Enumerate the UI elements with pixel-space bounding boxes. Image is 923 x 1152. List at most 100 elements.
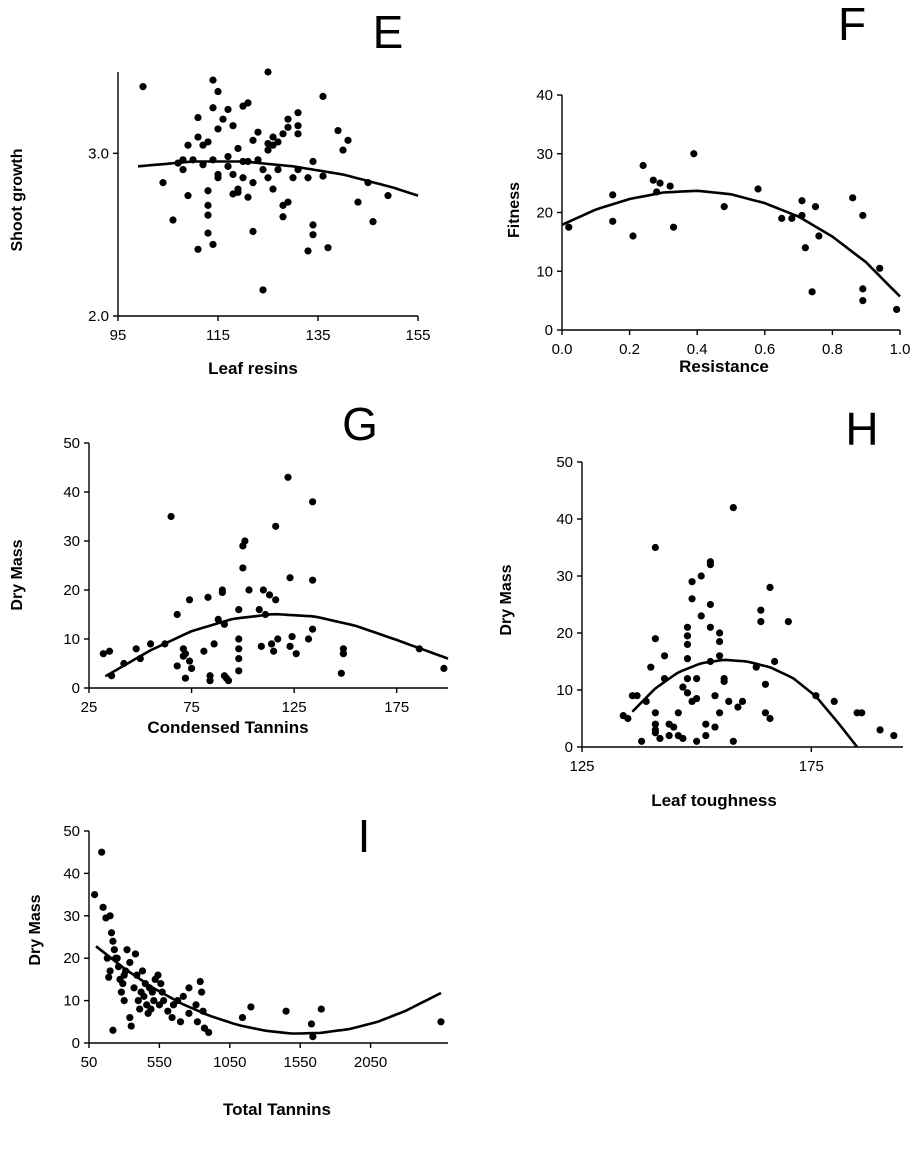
data-point	[205, 1028, 213, 1036]
x-tick-label: 115	[206, 327, 230, 344]
data-point	[656, 179, 664, 187]
data-point	[344, 136, 352, 144]
x-tick-label: 125	[282, 699, 307, 716]
y-tick-label: 10	[63, 631, 80, 648]
data-point	[117, 988, 125, 996]
data-point	[697, 612, 705, 620]
x-tick-label: 0.8	[822, 341, 843, 358]
data-point	[219, 115, 227, 123]
data-point	[209, 104, 217, 112]
data-point	[729, 504, 737, 512]
x-axis-label: Condensed Tannins	[147, 718, 308, 737]
data-point	[711, 723, 719, 731]
y-tick-label: 30	[536, 146, 553, 163]
x-tick-label: 155	[405, 327, 430, 344]
data-point	[185, 984, 193, 992]
data-point	[274, 635, 282, 643]
x-tick-label: 0.0	[552, 341, 573, 358]
fit-curve	[631, 658, 859, 748]
data-point	[204, 211, 212, 219]
data-point	[259, 166, 267, 174]
data-point	[235, 635, 243, 643]
data-point	[858, 709, 866, 717]
data-point	[757, 606, 765, 614]
data-point	[204, 201, 212, 209]
data-point	[274, 166, 282, 174]
data-point	[697, 572, 705, 580]
data-point	[185, 657, 194, 665]
data-point	[204, 593, 212, 601]
data-point	[274, 138, 282, 146]
data-point	[150, 997, 158, 1005]
x-tick-label: 0.4	[687, 341, 708, 358]
panel-f: 0.0 0.2 0.4 0.6 0.8 1.0 0 10 20 30 40 Resistance Fit…	[506, 0, 910, 376]
data-point	[109, 1026, 117, 1034]
x-tick-label: 135	[305, 327, 330, 344]
data-point	[801, 244, 809, 252]
data-point	[184, 141, 192, 149]
data-point	[204, 187, 212, 195]
data-point	[184, 192, 192, 200]
y-tick-label: 30	[63, 908, 80, 925]
data-point	[309, 157, 317, 166]
data-point	[284, 198, 292, 206]
data-point	[169, 216, 177, 224]
data-point	[734, 703, 742, 711]
data-point	[185, 596, 194, 604]
y-tick-label: 0	[72, 1035, 80, 1052]
data-point	[204, 138, 212, 146]
data-point	[683, 655, 692, 663]
data-point	[761, 680, 770, 688]
fit-curve	[137, 160, 419, 197]
data-point	[609, 217, 617, 225]
x-tick-label: 25	[81, 699, 98, 716]
fit-curve	[561, 189, 901, 298]
data-point	[304, 247, 312, 255]
x-tick-label: 1550	[283, 1054, 316, 1071]
data-point	[319, 172, 327, 180]
data-point	[235, 655, 243, 663]
data-point	[766, 583, 774, 592]
data-point	[830, 697, 838, 706]
data-point	[688, 595, 696, 603]
data-point	[683, 632, 692, 640]
x-tick-label: 175	[799, 758, 824, 775]
data-point	[674, 709, 682, 717]
y-axis-label: Shoot growth	[9, 148, 26, 251]
data-point	[334, 126, 342, 135]
x-tick-label: 0.2	[619, 341, 640, 358]
data-point	[136, 1005, 144, 1013]
data-point	[876, 726, 884, 734]
data-point	[160, 997, 168, 1005]
data-point	[210, 640, 218, 648]
data-point	[649, 176, 657, 184]
data-point	[244, 193, 252, 201]
data-point	[214, 615, 222, 624]
data-point	[811, 203, 820, 211]
y-tick-label: 10	[556, 682, 573, 699]
data-point	[757, 618, 765, 626]
data-point	[309, 498, 317, 506]
data-point	[259, 286, 267, 294]
data-point	[214, 87, 222, 96]
y-tick-label: 40	[63, 865, 80, 882]
data-point	[234, 188, 242, 196]
x-tick-label: 0.6	[754, 341, 775, 358]
data-point	[168, 1013, 176, 1022]
data-point	[693, 675, 701, 683]
x-tick-label: 75	[183, 699, 200, 716]
y-tick-label: 10	[536, 263, 553, 280]
panel-g: 25 75 125 175 0 10 20 30 40 50 Condensed Tannins Dr…	[9, 398, 449, 737]
data-point	[131, 950, 140, 958]
y-tick-label: 50	[63, 435, 80, 452]
data-point	[106, 967, 114, 975]
data-point	[683, 640, 692, 649]
data-point	[784, 618, 792, 626]
data-point	[164, 1007, 172, 1015]
data-point	[665, 732, 673, 740]
data-point	[194, 113, 202, 122]
data-point	[185, 1009, 193, 1017]
data-point	[105, 973, 113, 981]
data-point	[99, 903, 107, 911]
